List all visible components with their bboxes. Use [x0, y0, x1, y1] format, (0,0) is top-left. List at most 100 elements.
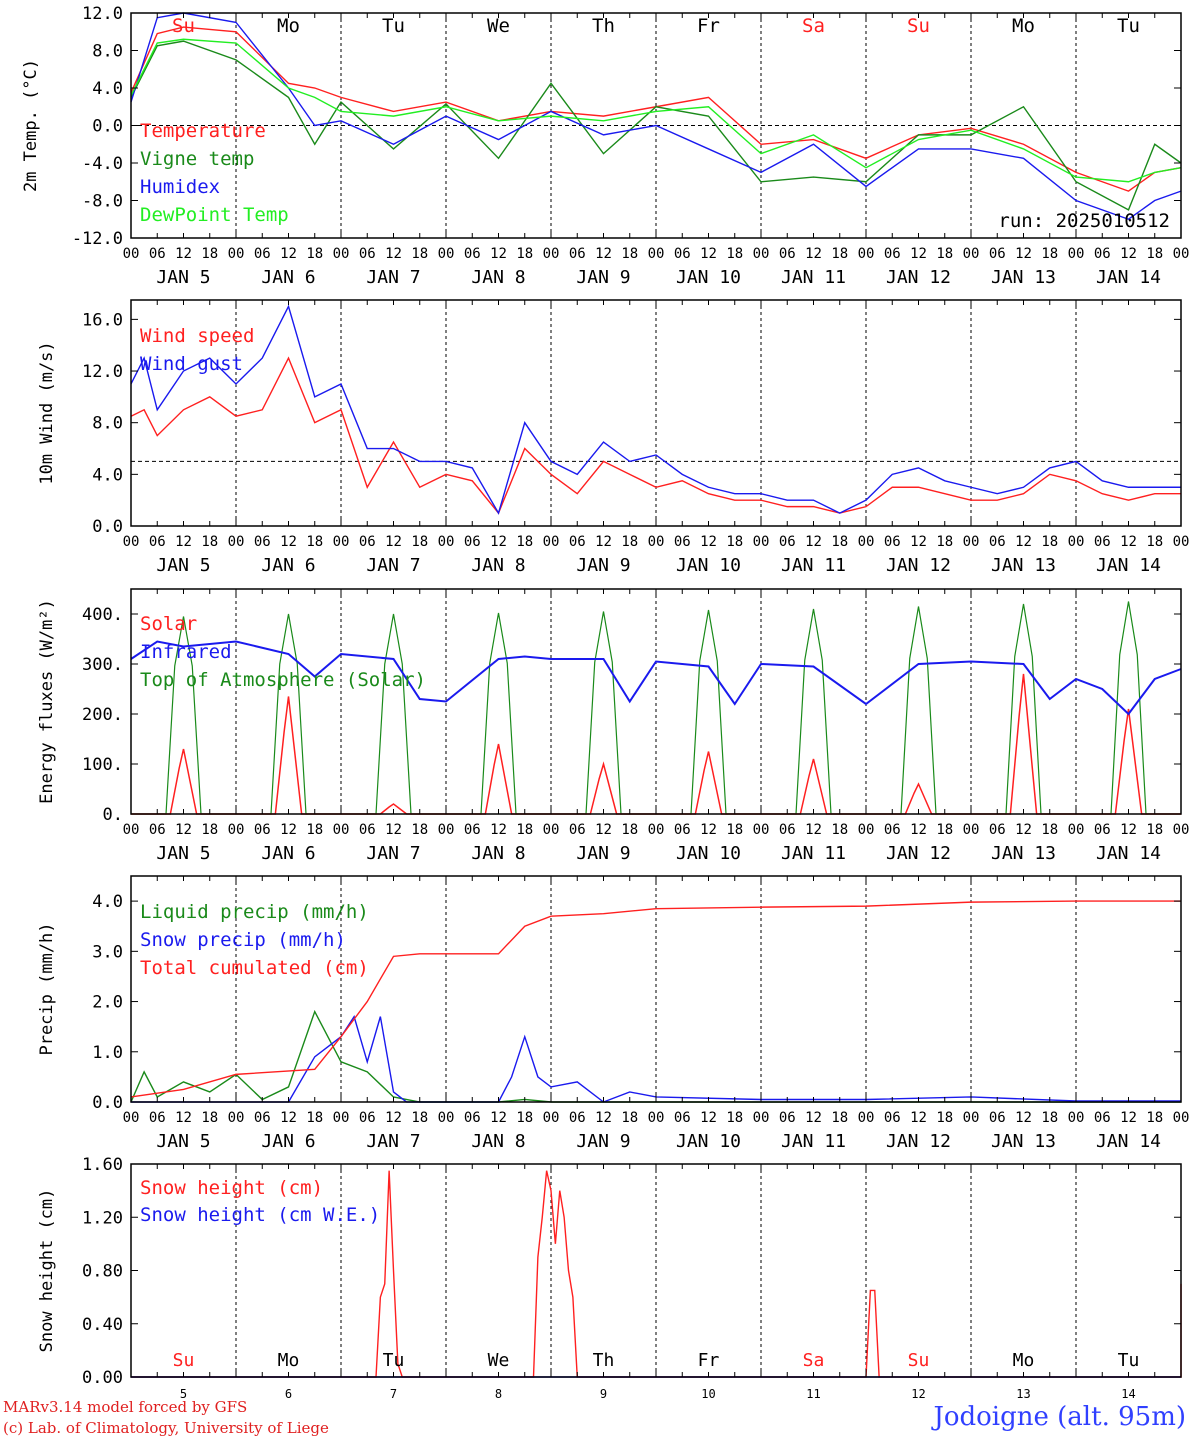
hour-tick-label: 00	[753, 534, 770, 550]
weekday-label: Mo	[278, 1350, 300, 1371]
y-tick-label: 100.	[82, 755, 123, 775]
hour-tick-label: 18	[831, 534, 848, 550]
hour-tick-label: 18	[306, 246, 323, 262]
series-line-dewpoint-temp	[130, 38, 1182, 183]
hour-tick-label: 06	[674, 534, 691, 550]
hour-tick-label: 12	[1015, 246, 1032, 262]
day-number-label: 14	[1121, 1387, 1135, 1400]
day-label: JAN 7	[366, 843, 420, 864]
hour-tick-label: 12	[490, 1110, 507, 1126]
hour-tick-label: 18	[726, 822, 743, 838]
day-label: JAN 5	[156, 555, 210, 576]
hour-tick-label: 06	[1094, 534, 1111, 550]
hour-tick-label: 12	[490, 822, 507, 838]
y-axis-label: 10m Wind (m/s)	[37, 341, 57, 484]
y-tick-label: 4.0	[92, 465, 123, 485]
day-number-label: 7	[390, 1387, 397, 1400]
hour-tick-label: 18	[726, 534, 743, 550]
hour-tick-label: 00	[333, 822, 350, 838]
y-axis-label: 2m Temp. (°C)	[21, 59, 41, 192]
hour-tick-label: 00	[753, 1110, 770, 1126]
hour-tick-label: 00	[123, 1110, 140, 1126]
hour-tick-label: 06	[884, 1110, 901, 1126]
hour-tick-label: 00	[1068, 822, 1085, 838]
day-label: JAN 14	[1096, 555, 1161, 576]
hour-tick-label: 12	[280, 534, 297, 550]
day-label: JAN 11	[781, 555, 846, 576]
y-tick-label: 0.	[103, 805, 123, 825]
day-label: JAN 10	[676, 1131, 741, 1152]
day-label: JAN 13	[991, 843, 1056, 864]
hour-tick-label: 06	[779, 1110, 796, 1126]
day-number-label: 11	[806, 1387, 820, 1400]
hour-tick-label: 06	[1094, 1110, 1111, 1126]
hour-tick-label: 00	[858, 246, 875, 262]
day-label: JAN 7	[366, 555, 420, 576]
hour-tick-label: 00	[438, 534, 455, 550]
hour-tick-label: 12	[700, 246, 717, 262]
y-tick-label: 4.0	[92, 79, 123, 99]
hour-tick-label: 18	[516, 534, 533, 550]
hour-tick-label: 00	[228, 534, 245, 550]
day-label: JAN 5	[156, 267, 210, 288]
day-number-label: 8	[495, 1387, 502, 1400]
weekday-label: Th	[593, 1350, 615, 1371]
hour-tick-label: 12	[280, 1110, 297, 1126]
hour-tick-label: 18	[411, 1110, 428, 1126]
y-tick-label: 16.0	[82, 310, 123, 330]
day-label: JAN 9	[576, 1131, 630, 1152]
hour-tick-label: 18	[621, 534, 638, 550]
hour-tick-label: 06	[359, 534, 376, 550]
hour-tick-label: 00	[228, 1110, 245, 1126]
hour-tick-label: 12	[175, 534, 192, 550]
legend-entry: Infrared	[140, 641, 232, 663]
day-label: JAN 5	[156, 843, 210, 864]
hour-tick-label: 00	[1068, 534, 1085, 550]
weekday-label: Su	[173, 1350, 195, 1371]
weekday-label: Sa	[803, 1350, 825, 1371]
hour-tick-label: 18	[1146, 246, 1163, 262]
hour-tick-label: 00	[648, 246, 665, 262]
hour-tick-label: 00	[123, 822, 140, 838]
hour-tick-label: 06	[149, 1110, 166, 1126]
hour-tick-label: 12	[280, 246, 297, 262]
day-label: JAN 9	[576, 555, 630, 576]
y-tick-label: 12.0	[82, 362, 123, 382]
hour-tick-label: 00	[543, 1110, 560, 1126]
hour-tick-label: 12	[595, 246, 612, 262]
day-label: JAN 12	[886, 1131, 951, 1152]
hour-tick-label: 12	[1015, 822, 1032, 838]
hour-tick-label: 06	[569, 534, 586, 550]
y-tick-label: 0.0	[92, 117, 123, 137]
hour-tick-label: 12	[385, 246, 402, 262]
hour-tick-label: 06	[779, 822, 796, 838]
weekday-label: Tu	[382, 15, 405, 37]
day-label: JAN 14	[1096, 267, 1161, 288]
series-line-temperature	[130, 26, 1182, 192]
weekday-label: Su	[908, 1350, 930, 1371]
hour-tick-label: 06	[464, 1110, 481, 1126]
day-label: JAN 5	[156, 1131, 210, 1152]
hour-tick-label: 00	[963, 1110, 980, 1126]
day-label: JAN 11	[781, 843, 846, 864]
y-tick-label: 4.0	[92, 892, 123, 912]
hour-tick-label: 06	[674, 1110, 691, 1126]
day-number-label: 12	[911, 1387, 925, 1400]
hour-tick-label: 12	[595, 534, 612, 550]
station-title: Jodoigne (alt. 95m)	[933, 1402, 1186, 1432]
hour-tick-label: 00	[333, 246, 350, 262]
hour-tick-label: 18	[411, 534, 428, 550]
y-tick-label: 2.0	[92, 993, 123, 1013]
hour-tick-label: 18	[201, 246, 218, 262]
y-tick-label: 0.0	[92, 1093, 123, 1113]
run-label: run: 2025010512	[998, 210, 1170, 232]
hour-tick-label: 06	[989, 246, 1006, 262]
hour-tick-label: 00	[123, 534, 140, 550]
hour-tick-label: 18	[1041, 822, 1058, 838]
hour-tick-label: 06	[254, 246, 271, 262]
hour-tick-label: 00	[438, 1110, 455, 1126]
hour-tick-label: 18	[201, 822, 218, 838]
hour-tick-label: 12	[385, 1110, 402, 1126]
day-number-label: 6	[285, 1387, 292, 1400]
legend-entry: Liquid precip (mm/h)	[140, 901, 369, 923]
